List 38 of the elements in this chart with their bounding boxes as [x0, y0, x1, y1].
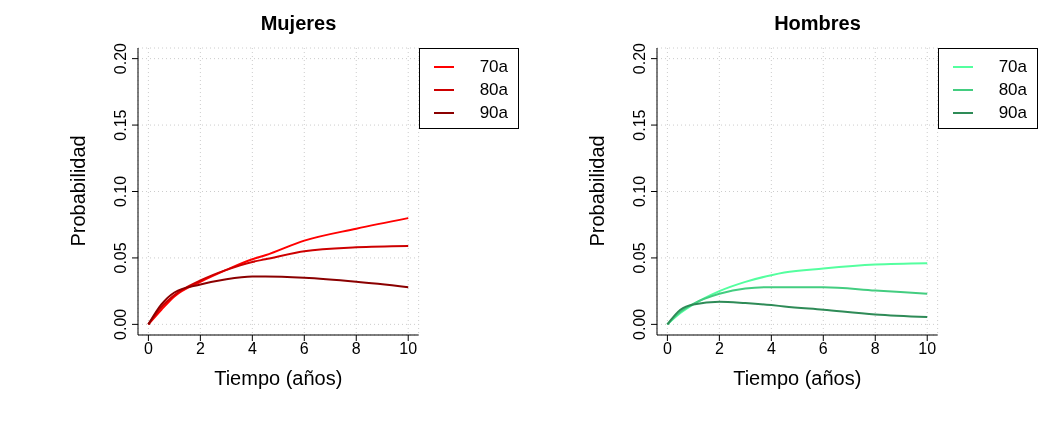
x-axis-title: Tiempo (años): [214, 367, 343, 389]
y-axis-title: Probabilidad: [67, 135, 90, 247]
y-tick-label: 0.10: [631, 175, 648, 208]
chart-title: Hombres: [773, 12, 862, 35]
legend-label: 70a: [479, 56, 508, 77]
x-tick-label: 10: [918, 340, 937, 358]
line-series: [147, 275, 410, 326]
x-axis-title: Tiempo (años): [733, 367, 862, 389]
legend-label: 90a: [479, 102, 508, 123]
y-tick-label: 0.05: [631, 242, 648, 274]
x-tick-label: 6: [299, 340, 309, 358]
x-tick-label: 0: [143, 340, 153, 358]
x-tick-label: 8: [351, 340, 361, 358]
y-tick-label: 0.00: [112, 308, 129, 340]
legend-label: 70a: [998, 56, 1027, 77]
y-tick-label: 0.15: [631, 109, 648, 141]
legend-label: 80a: [998, 79, 1027, 100]
y-tick-label: 0.05: [112, 242, 129, 274]
legend-label: 80a: [479, 79, 508, 100]
line-series: [147, 244, 410, 326]
y-tick-label: 0.00: [631, 308, 648, 340]
x-tick-label: 0: [662, 340, 672, 358]
x-tick-label: 4: [247, 340, 257, 358]
x-tick-label: 4: [766, 340, 776, 358]
x-tick-label: 10: [399, 340, 418, 358]
y-axis-title: Probabilidad: [586, 135, 609, 247]
x-tick-label: 2: [195, 340, 205, 358]
line-series: [666, 286, 929, 326]
chart-title: Mujeres: [259, 12, 338, 35]
x-tick-label: 2: [714, 340, 724, 358]
y-tick-label: 0.10: [112, 175, 129, 208]
x-tick-label: 6: [818, 340, 828, 358]
y-tick-label: 0.20: [631, 42, 648, 75]
x-tick-label: 8: [870, 340, 880, 358]
legend-label: 90a: [998, 102, 1027, 123]
y-tick-label: 0.15: [112, 109, 129, 141]
y-tick-label: 0.20: [112, 42, 129, 75]
line-series: [666, 300, 929, 326]
